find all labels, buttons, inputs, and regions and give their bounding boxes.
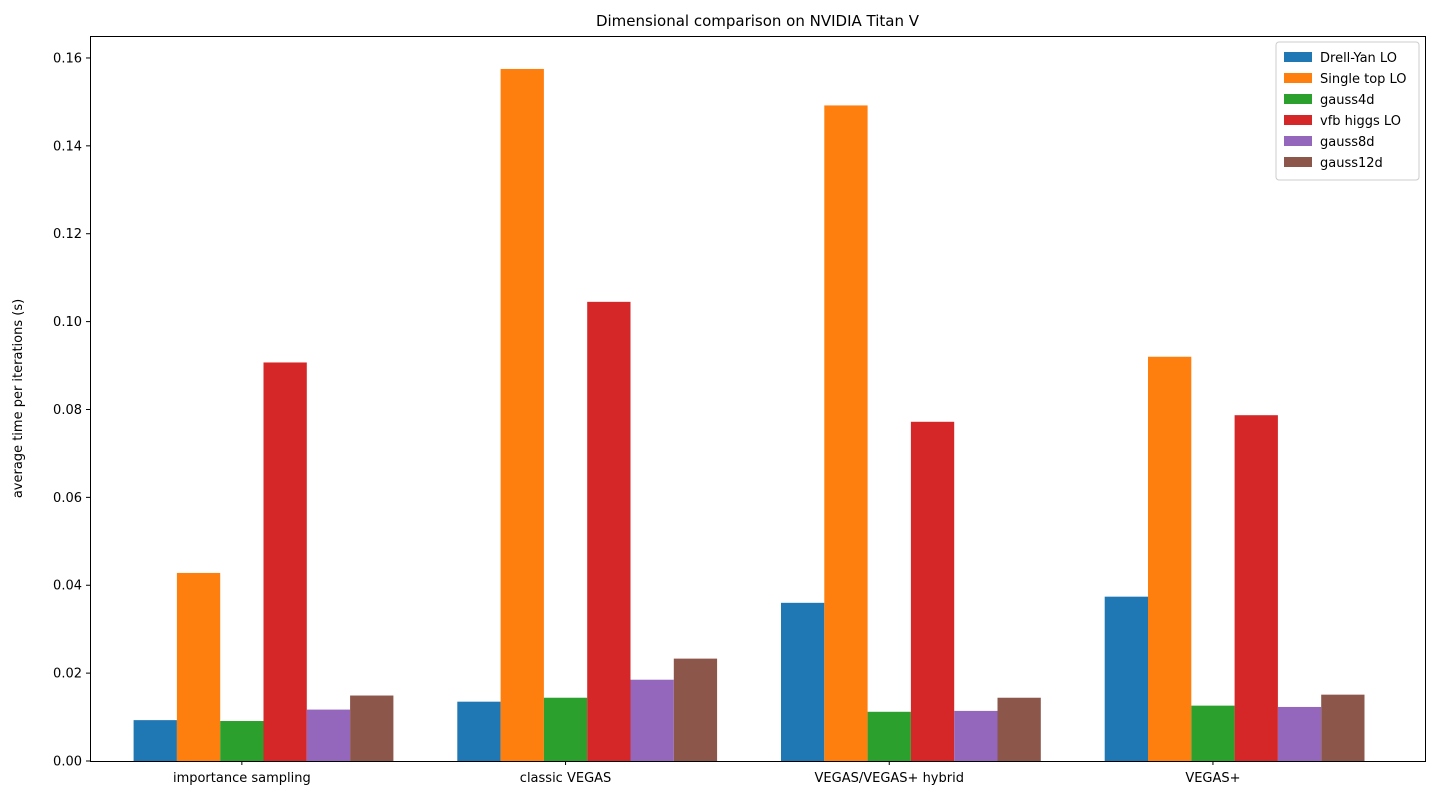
bar-drell-yan-lo-0 (133, 720, 177, 761)
legend-swatch (1284, 136, 1312, 146)
y-tick-label: 0.12 (53, 227, 82, 242)
bar-gauss12d-3 (1321, 694, 1365, 761)
legend-label: Single top LO (1320, 72, 1407, 87)
bar-vfb-higgs-lo-2 (910, 421, 955, 761)
bar-vfb-higgs-lo-0 (263, 362, 307, 761)
y-axis-label: average time per iterations (s) (11, 299, 26, 498)
bar-gauss4d-0 (220, 721, 264, 761)
legend-swatch (1284, 52, 1312, 62)
bar-gauss4d-2 (867, 711, 911, 761)
bar-gauss4d-1 (543, 697, 588, 761)
bar-drell-yan-lo-1 (457, 701, 501, 761)
bar-gauss8d-1 (630, 679, 674, 761)
y-ticks-group: 0.00 0.02 0.04 0.06 0.08 0.10 0.12 0.14 0.16 (53, 51, 90, 770)
bar-single-top-lo-3 (1148, 356, 1192, 761)
y-tick-label: 0.10 (53, 315, 82, 330)
x-tick-label: VEGAS/VEGAS+ hybrid (815, 771, 964, 786)
y-tick-label: 0.02 (53, 667, 82, 682)
x-tick-label: classic VEGAS (520, 771, 612, 786)
x-ticks-group: importance sampling classic VEGAS VEGAS/VE… (173, 761, 1241, 786)
legend-swatch (1284, 115, 1312, 125)
bar-gauss8d-0 (306, 709, 351, 761)
legend-swatch (1284, 157, 1312, 167)
legend-label: gauss8d (1320, 135, 1375, 150)
y-tick-label: 0.00 (53, 755, 82, 770)
chart-title: Dimensional comparison on NVIDIA Titan V (596, 12, 920, 30)
bar-drell-yan-lo-3 (1104, 596, 1148, 761)
legend-label: Drell-Yan LO (1320, 51, 1397, 66)
x-tick-label: VEGAS+ (1185, 771, 1240, 786)
bar-single-top-lo-0 (176, 572, 221, 761)
bars-group (133, 68, 1365, 762)
legend-label: gauss12d (1320, 156, 1383, 171)
y-tick-label: 0.04 (53, 579, 82, 594)
legend: Drell-Yan LO Single top LO gauss4d vfb higg… (1275, 41, 1420, 181)
bar-gauss12d-0 (350, 695, 394, 761)
bar-drell-yan-lo-2 (781, 602, 825, 761)
y-tick-label: 0.08 (53, 403, 82, 418)
bar-gauss8d-3 (1277, 706, 1322, 761)
bar-single-top-lo-1 (500, 68, 544, 762)
legend-swatch (1284, 94, 1312, 104)
bar-gauss12d-1 (673, 658, 718, 761)
x-tick-label: importance sampling (173, 771, 311, 786)
bar-vfb-higgs-lo-1 (587, 301, 631, 761)
bar-gauss8d-2 (954, 710, 998, 761)
y-tick-label: 0.06 (53, 491, 82, 506)
bar-single-top-lo-2 (824, 105, 868, 761)
bar-gauss4d-3 (1191, 705, 1235, 761)
y-tick-label: 0.16 (53, 51, 82, 66)
legend-swatch (1284, 73, 1312, 83)
y-tick-label: 0.14 (53, 139, 82, 154)
legend-label: vfb higgs LO (1320, 114, 1401, 129)
plot-frame (90, 36, 1426, 762)
bar-gauss12d-2 (997, 697, 1041, 761)
bar-vfb-higgs-lo-3 (1234, 415, 1278, 761)
legend-label: gauss4d (1320, 93, 1375, 108)
